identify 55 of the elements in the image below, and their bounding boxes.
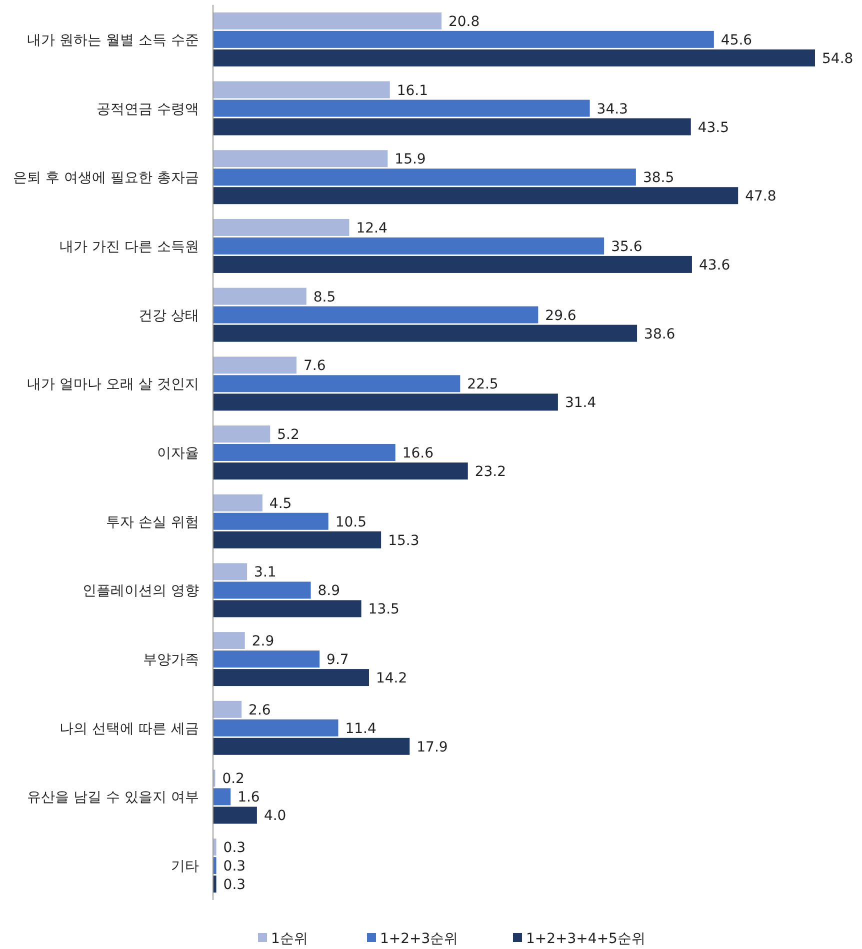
- data-label: 22.5: [467, 376, 498, 393]
- data-label: 31.4: [564, 395, 596, 412]
- category-label: 부양가족: [143, 652, 199, 668]
- data-label: 16.1: [396, 82, 428, 99]
- data-label: 43.6: [698, 257, 730, 274]
- data-label: 8.9: [318, 583, 340, 600]
- legend-label: 1+2+3순위: [380, 931, 458, 947]
- category-label: 유산을 남길 수 있을지 여부: [27, 790, 199, 806]
- data-label: 43.5: [698, 120, 730, 136]
- data-label: 0.2: [222, 771, 244, 788]
- data-label: 20.8: [448, 14, 480, 30]
- data-label: 9.7: [326, 652, 349, 668]
- data-label: 7.6: [304, 358, 326, 374]
- category-label: 내가 가진 다른 소득원: [60, 238, 199, 255]
- category-label: 나의 선택에 따른 세금: [60, 720, 199, 737]
- data-label: 2.6: [248, 702, 271, 718]
- data-label: 3.1: [254, 564, 276, 581]
- data-label: 0.3: [223, 877, 246, 894]
- data-label: 12.4: [356, 220, 388, 236]
- data-label: 2.9: [252, 634, 274, 650]
- data-label: 13.5: [368, 602, 400, 618]
- data-label: 35.6: [611, 238, 642, 255]
- data-label: 45.6: [720, 32, 752, 48]
- data-label: 16.6: [402, 446, 434, 462]
- data-label: 0.3: [223, 840, 246, 856]
- category-label: 공적연금 수령액: [96, 101, 199, 118]
- category-label: 이자율: [157, 446, 199, 462]
- data-label: 38.6: [644, 326, 676, 342]
- data-label: 4.0: [264, 808, 286, 824]
- data-label: 8.5: [313, 289, 336, 306]
- data-label: 5.2: [277, 427, 300, 443]
- data-label: 38.5: [642, 170, 674, 186]
- data-label: 47.8: [745, 188, 776, 205]
- data-label: 17.9: [416, 739, 448, 756]
- category-label: 건강 상태: [138, 308, 199, 324]
- data-label: 34.3: [596, 101, 628, 118]
- data-label: 23.2: [474, 464, 506, 480]
- data-label: 14.2: [376, 670, 408, 687]
- data-label: 11.4: [345, 720, 376, 737]
- category-label: 투자 손실 위험: [106, 514, 199, 530]
- category-label: 인플레이션의 영향: [82, 583, 199, 600]
- data-label: 15.9: [394, 152, 426, 168]
- data-label: 0.3: [223, 858, 246, 875]
- data-label: 29.6: [545, 308, 576, 324]
- legend-label: 1+2+3+4+5순위: [526, 931, 646, 947]
- data-label: 1.6: [238, 790, 260, 806]
- legend-label: 1순위: [271, 931, 308, 947]
- category-label: 내가 원하는 월별 소득 수준: [27, 32, 199, 48]
- category-label: 기타: [171, 858, 199, 875]
- data-label: 4.5: [269, 496, 292, 512]
- data-label: 15.3: [388, 532, 420, 549]
- category-label: 은퇴 후 여생에 필요한 총자금: [13, 170, 199, 186]
- data-label: 10.5: [335, 514, 367, 530]
- data-label: 54.8: [822, 50, 854, 67]
- category-label: 내가 얼마나 오래 살 것인지: [27, 376, 199, 393]
